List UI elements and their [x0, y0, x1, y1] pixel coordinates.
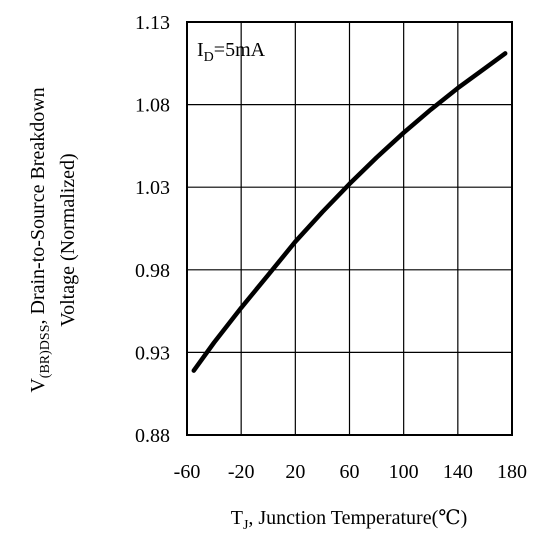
y-tick-label: 0.88 — [135, 425, 170, 447]
plot-frame — [186, 21, 513, 436]
x-tick-label: -60 — [174, 461, 201, 483]
y-tick-label: 0.93 — [135, 342, 170, 364]
series-line-0 — [191, 51, 508, 373]
x-tick-label: 20 — [285, 461, 305, 483]
y-axis-label-line2: Voltage (Normalized) — [57, 153, 79, 326]
x-tick-label: 140 — [443, 461, 473, 483]
annotation-label: ID=5mA — [197, 39, 266, 65]
x-tick-label: 180 — [497, 461, 527, 483]
series-group — [191, 51, 508, 373]
y-tick-label: 1.13 — [135, 12, 170, 34]
y-tick-labels: 0.88 0.93 0.98 1.03 1.08 1.13 — [135, 12, 170, 447]
x-tick-label: 60 — [340, 461, 360, 483]
x-axis-label: TJ, Junction Temperature(℃) — [231, 507, 468, 533]
y-axis-label-line1: V(BR)DSS, Drain-to-Source Breakdown — [27, 87, 53, 392]
y-tick-label: 1.08 — [135, 95, 170, 117]
x-tick-label: -20 — [228, 461, 255, 483]
y-axis-label: V(BR)DSS, Drain-to-Source Breakdown Volt… — [27, 87, 79, 392]
y-tick-label: 0.98 — [135, 260, 170, 282]
x-tick-label: 100 — [389, 461, 419, 483]
x-tick-labels: -60 -20 20 60 100 140 180 — [174, 461, 527, 483]
y-tick-label: 1.03 — [135, 177, 170, 199]
